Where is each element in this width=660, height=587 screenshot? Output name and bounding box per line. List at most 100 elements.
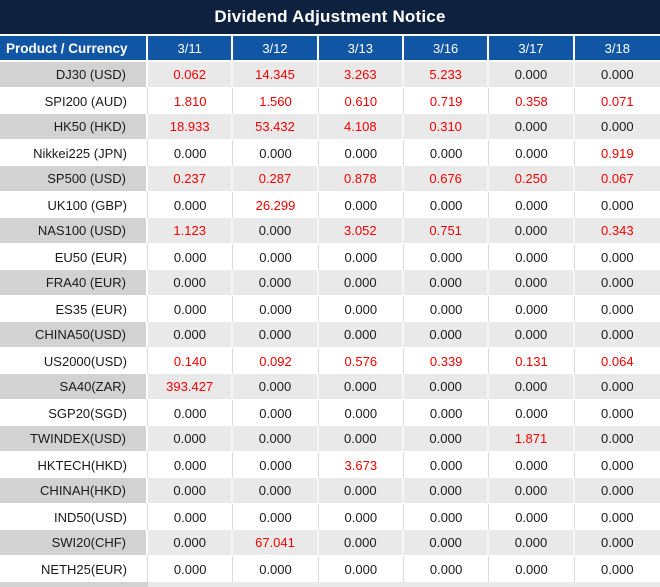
value-cell: 0.092 <box>233 348 319 374</box>
value-cell: 0.000 <box>403 478 490 504</box>
value-cell: 0.000 <box>233 504 319 530</box>
value-cell: 0.000 <box>574 322 660 348</box>
value-cell: 53.432 <box>233 114 319 140</box>
value-cell: 0.000 <box>574 114 660 140</box>
value-cell: 0.000 <box>318 504 404 530</box>
product-label: FRA40 (EUR) <box>0 270 148 296</box>
value-cell: 0.000 <box>233 400 319 426</box>
value-cell: 0.751 <box>403 218 490 244</box>
bottom-strip-rest-segment <box>148 582 660 587</box>
value-cell: 0.000 <box>318 296 404 322</box>
value-cell: 0.000 <box>403 530 490 556</box>
value-cell: 0.000 <box>233 296 319 322</box>
value-cell: 18.933 <box>148 114 234 140</box>
value-cell: 1.810 <box>148 88 234 114</box>
product-label: UK100 (GBP) <box>0 192 148 218</box>
value-cell: 0.000 <box>489 374 575 400</box>
table-row: SPI200 (AUD) 1.810 1.560 0.610 0.719 0.358 0.0… <box>0 88 660 114</box>
product-label: IND50(USD) <box>0 504 148 530</box>
value-cell: 0.000 <box>318 140 404 166</box>
value-cell: 0.000 <box>574 556 660 582</box>
product-label: NETH25(EUR) <box>0 556 148 582</box>
table-row: CHINAH(HKD) 0.000 0.000 0.000 0.000 0.000 0.00… <box>0 478 660 504</box>
value-cell: 0.000 <box>403 374 490 400</box>
value-cell: 0.000 <box>574 374 660 400</box>
value-cell: 0.000 <box>403 556 490 582</box>
product-label: ES35 (EUR) <box>0 296 148 322</box>
value-cell: 0.062 <box>148 62 234 88</box>
table-row: Nikkei225 (JPN) 0.000 0.000 0.000 0.000 0.000… <box>0 140 660 166</box>
date-header: 3/13 <box>318 36 404 62</box>
dividend-adjustment-table: Product / Currency 3/11 3/12 3/13 3/16 3/17 3… <box>0 36 660 582</box>
value-cell: 0.000 <box>233 322 319 348</box>
value-cell: 0.000 <box>489 452 575 478</box>
value-cell: 0.000 <box>574 504 660 530</box>
product-label: SP500 (USD) <box>0 166 148 192</box>
bottom-strip-label-segment <box>0 582 148 587</box>
value-cell: 0.000 <box>233 478 319 504</box>
product-label: EU50 (EUR) <box>0 244 148 270</box>
value-cell: 0.000 <box>148 530 234 556</box>
value-cell: 0.000 <box>148 244 234 270</box>
table-row: SWI20(CHF) 0.000 67.041 0.000 0.000 0.000 0.00… <box>0 530 660 556</box>
date-header: 3/18 <box>574 36 660 62</box>
value-cell: 0.000 <box>148 556 234 582</box>
value-cell: 0.000 <box>148 322 234 348</box>
value-cell: 0.000 <box>489 478 575 504</box>
value-cell: 0.000 <box>489 296 575 322</box>
value-cell: 0.000 <box>148 504 234 530</box>
page-title: Dividend Adjustment Notice <box>214 7 446 26</box>
value-cell: 0.000 <box>489 504 575 530</box>
value-cell: 0.000 <box>148 296 234 322</box>
value-cell: 0.000 <box>574 244 660 270</box>
value-cell: 0.064 <box>574 348 660 374</box>
value-cell: 0.000 <box>489 556 575 582</box>
value-cell: 1.560 <box>233 88 319 114</box>
value-cell: 0.343 <box>574 218 660 244</box>
date-header: 3/12 <box>233 36 319 62</box>
value-cell: 0.000 <box>148 400 234 426</box>
value-cell: 0.000 <box>318 192 404 218</box>
value-cell: 26.299 <box>233 192 319 218</box>
product-label: CHINA50(USD) <box>0 322 148 348</box>
value-cell: 0.000 <box>148 452 234 478</box>
product-label: SPI200 (AUD) <box>0 88 148 114</box>
value-cell: 5.233 <box>403 62 490 88</box>
value-cell: 0.000 <box>489 218 575 244</box>
value-cell: 0.000 <box>318 400 404 426</box>
product-label: HKTECH(HKD) <box>0 452 148 478</box>
table-row: CHINA50(USD) 0.000 0.000 0.000 0.000 0.000 0.0… <box>0 322 660 348</box>
value-cell: 0.000 <box>318 530 404 556</box>
value-cell: 0.000 <box>148 192 234 218</box>
value-cell: 0.000 <box>489 530 575 556</box>
value-cell: 0.000 <box>403 140 490 166</box>
product-label: Nikkei225 (JPN) <box>0 140 148 166</box>
value-cell: 0.000 <box>233 270 319 296</box>
value-cell: 0.000 <box>403 192 490 218</box>
product-label: SGP20(SGD) <box>0 400 148 426</box>
value-cell: 67.041 <box>233 530 319 556</box>
value-cell: 1.871 <box>489 426 575 452</box>
value-cell: 0.000 <box>148 426 234 452</box>
value-cell: 0.000 <box>403 296 490 322</box>
value-cell: 0.878 <box>318 166 404 192</box>
value-cell: 0.000 <box>403 426 490 452</box>
table-row: HK50 (HKD) 18.933 53.432 4.108 0.310 0.000 0.0… <box>0 114 660 140</box>
value-cell: 1.123 <box>148 218 234 244</box>
value-cell: 14.345 <box>233 62 319 88</box>
table-row: EU50 (EUR) 0.000 0.000 0.000 0.000 0.000 0.000 <box>0 244 660 270</box>
value-cell: 0.067 <box>574 166 660 192</box>
value-cell: 0.000 <box>318 374 404 400</box>
value-cell: 0.000 <box>318 270 404 296</box>
value-cell: 0.000 <box>233 244 319 270</box>
value-cell: 0.000 <box>574 296 660 322</box>
value-cell: 0.000 <box>574 62 660 88</box>
value-cell: 0.000 <box>489 400 575 426</box>
value-cell: 0.000 <box>318 322 404 348</box>
table-row: ES35 (EUR) 0.000 0.000 0.000 0.000 0.000 0.000 <box>0 296 660 322</box>
product-label: DJ30 (USD) <box>0 62 148 88</box>
value-cell: 4.108 <box>318 114 404 140</box>
value-cell: 0.000 <box>148 270 234 296</box>
value-cell: 0.000 <box>489 322 575 348</box>
value-cell: 0.000 <box>233 452 319 478</box>
